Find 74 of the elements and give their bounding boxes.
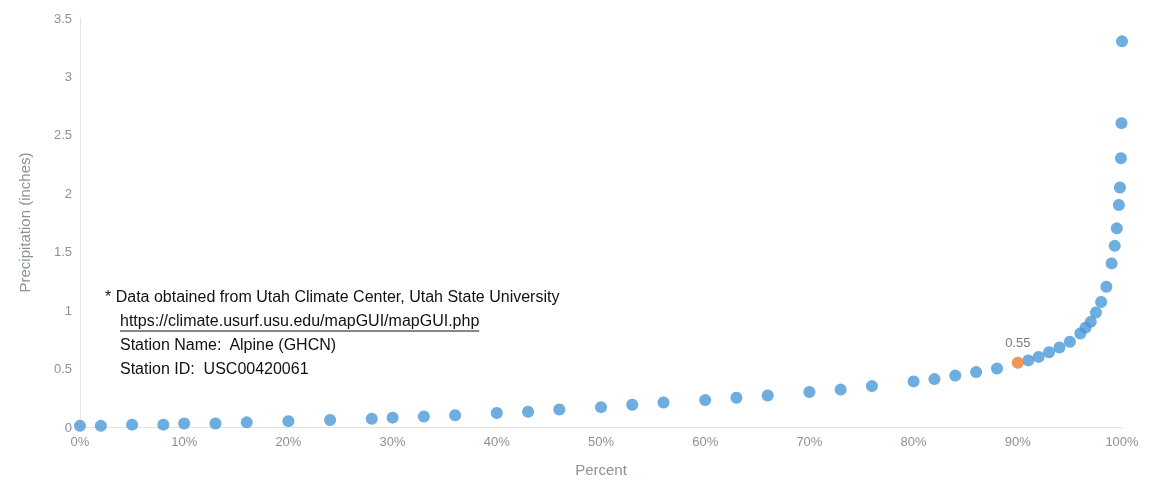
point — [282, 415, 295, 428]
y-tick-label: 1 — [64, 302, 72, 318]
point — [240, 416, 253, 429]
point — [1113, 181, 1126, 194]
point — [1063, 335, 1076, 348]
data-label: 0.55 — [1005, 334, 1031, 350]
x-tick-label: 30% — [379, 434, 407, 449]
point — [449, 409, 462, 422]
point — [1032, 350, 1045, 363]
point — [990, 362, 1003, 375]
point — [209, 417, 222, 430]
point — [94, 419, 107, 432]
point — [1110, 222, 1123, 235]
point — [907, 375, 920, 388]
point — [1089, 306, 1102, 319]
point — [1053, 341, 1066, 354]
annotation: * Data obtained from Utah Climate Center, Utah State University — [105, 287, 560, 305]
point — [126, 418, 139, 431]
point — [365, 412, 378, 425]
point — [178, 417, 191, 430]
point — [1114, 152, 1127, 165]
x-tick-label: 60% — [692, 434, 719, 449]
x-tick-label: 90% — [1004, 434, 1032, 449]
point — [1095, 295, 1108, 308]
point — [1100, 280, 1113, 293]
y-tick-label: 1.5 — [53, 244, 72, 260]
x-tick-label: 0% — [70, 434, 90, 449]
x-tick-label: 100% — [1105, 434, 1140, 449]
point — [699, 394, 712, 407]
x-tick-label: 50% — [587, 434, 615, 449]
point — [490, 406, 503, 419]
y-axis-title: Precipitation (inches) — [16, 152, 33, 293]
point — [730, 391, 743, 404]
x-axis-title: Percent — [575, 461, 628, 478]
y-tick-label: 0.5 — [53, 361, 72, 377]
x-tick-label: 80% — [900, 434, 928, 449]
point — [1112, 198, 1125, 211]
x-tick-label: 40% — [483, 434, 511, 449]
point — [1084, 315, 1097, 328]
point — [386, 411, 399, 424]
point — [928, 373, 941, 386]
point — [761, 389, 774, 402]
point — [834, 383, 847, 396]
annotation: Station ID: USC00420061 — [120, 359, 309, 377]
y-tick-label: 3.5 — [53, 10, 72, 26]
annotation: Station Name: Alpine (GHCN) — [120, 335, 337, 353]
point — [74, 419, 86, 432]
point — [324, 413, 337, 426]
point — [1105, 257, 1118, 270]
x-tick-label: 70% — [796, 434, 823, 449]
point — [1116, 35, 1128, 48]
point — [949, 369, 962, 382]
point — [970, 366, 983, 379]
point — [626, 398, 639, 411]
point — [1022, 354, 1035, 367]
annotation: https://climate.usurf.usu.edu/mapGUI/mapGUI.php — [120, 311, 480, 329]
point — [657, 396, 670, 409]
y-tick-label: 0 — [64, 419, 72, 435]
point — [417, 410, 430, 423]
point — [522, 405, 535, 418]
point — [1108, 239, 1121, 252]
y-tick-label: 3 — [64, 68, 72, 84]
point — [865, 380, 878, 393]
x-tick-label: 10% — [171, 434, 198, 449]
y-tick-label: 2.5 — [53, 127, 72, 143]
x-tick-label: 20% — [275, 434, 302, 449]
point — [1043, 346, 1056, 359]
point — [595, 401, 607, 414]
point — [803, 385, 816, 398]
y-tick-label: 2 — [64, 185, 72, 201]
point — [553, 403, 566, 416]
point — [1011, 356, 1024, 369]
point — [157, 418, 170, 431]
point — [1115, 117, 1128, 130]
